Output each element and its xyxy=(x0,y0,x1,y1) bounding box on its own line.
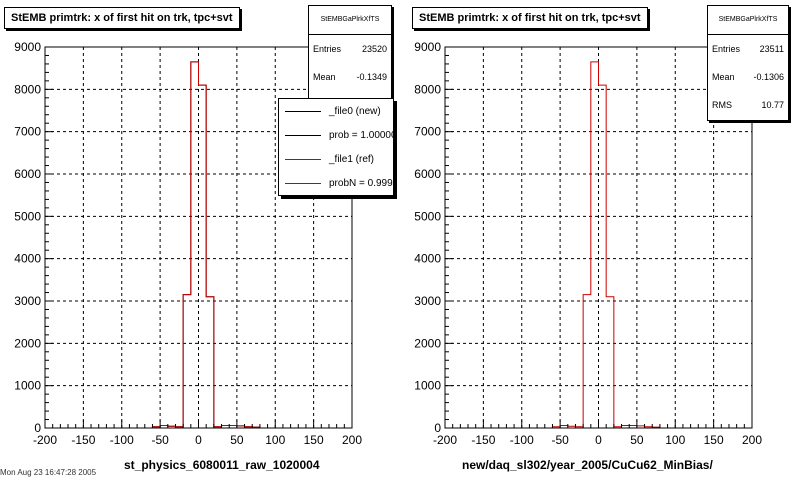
legend-entry-ref: _file1 (ref) xyxy=(279,147,393,171)
y-tick-label: 1000 xyxy=(414,379,441,393)
timestamp-footer: Mon Aug 23 16:47:28 2005 xyxy=(0,468,97,477)
y-tick-label: 9000 xyxy=(414,40,441,54)
legend-entry-prob: prob = 1.000000 xyxy=(279,123,393,147)
x-tick-label: -200 xyxy=(433,433,457,447)
x-tick-label: -50 xyxy=(551,433,569,447)
panel-1-title: StEMB primtrk: x of first hit on trk, tp… xyxy=(4,7,240,29)
stats-entries-row: Entries 23520 xyxy=(313,44,387,54)
y-tick-label: 0 xyxy=(434,421,441,435)
x-tick-label: 150 xyxy=(704,433,724,447)
x-tick-label: -50 xyxy=(151,433,169,447)
y-tick-label: 0 xyxy=(34,421,41,435)
x-tick-label: -100 xyxy=(510,433,534,447)
y-tick-label: 3000 xyxy=(414,294,441,308)
y-tick-label: 8000 xyxy=(14,82,41,96)
panel-1-legend: _file0 (new) prob = 1.000000 _file1 (ref… xyxy=(278,98,394,196)
stats-entries-row: Entries 23511 xyxy=(712,44,784,54)
stats-rms-row: RMS 10.77 xyxy=(712,100,784,110)
x-tick-label: 0 xyxy=(595,433,602,447)
legend-line-ref xyxy=(285,158,321,160)
y-tick-label: 8000 xyxy=(414,82,441,96)
stats-name: StEMBGaPlrkXfTS xyxy=(708,6,788,35)
y-tick-label: 3000 xyxy=(14,294,41,308)
legend-line-prob xyxy=(285,134,321,136)
stats-mean-row: Mean -0.1349 xyxy=(313,72,387,82)
panel-2-title: StEMB primtrk: x of first hit on trk, tp… xyxy=(412,7,648,29)
x-tick-label: -200 xyxy=(33,433,57,447)
panel-1-stats-box: StEMBGaPlrkXfTS Entries 23520 Mean -0.1349 xyxy=(308,5,392,105)
x-tick-label: 50 xyxy=(630,433,644,447)
y-tick-label: 7000 xyxy=(414,125,441,139)
legend-entry-probn: probN = 0.999441 xyxy=(279,171,393,195)
x-tick-label: 200 xyxy=(342,433,362,447)
x-tick-label: 50 xyxy=(230,433,244,447)
y-tick-label: 6000 xyxy=(14,167,41,181)
x-tick-label: -100 xyxy=(110,433,134,447)
y-tick-label: 5000 xyxy=(14,209,41,223)
stats-name: StEMBGaPlrkXfTS xyxy=(309,6,391,35)
x-tick-label: -150 xyxy=(471,433,495,447)
x-tick-label: 150 xyxy=(304,433,324,447)
x-tick-label: 100 xyxy=(265,433,285,447)
x-tick-label: 100 xyxy=(665,433,685,447)
y-tick-label: 2000 xyxy=(14,336,41,350)
y-tick-label: 4000 xyxy=(414,252,441,266)
y-tick-label: 7000 xyxy=(14,125,41,139)
legend-line-probn xyxy=(285,182,321,184)
y-tick-label: 6000 xyxy=(414,167,441,181)
legend-line-new xyxy=(285,110,321,112)
legend-entry-new: _file0 (new) xyxy=(279,99,393,123)
panel-2-stats-box: StEMBGaPlrkXfTS Entries 23511 Mean -0.1306… xyxy=(707,5,789,121)
x-tick-label: 0 xyxy=(195,433,202,447)
y-tick-label: 4000 xyxy=(14,252,41,266)
stats-mean-row: Mean -0.1306 xyxy=(712,72,784,82)
panel-2-x-title: new/daq_sl302/year_2005/CuCu62_MinBias/ xyxy=(462,458,713,472)
plot-frame xyxy=(444,46,753,429)
x-tick-label: -150 xyxy=(71,433,95,447)
y-tick-label: 2000 xyxy=(414,336,441,350)
x-tick-label: 200 xyxy=(742,433,762,447)
y-tick-label: 9000 xyxy=(14,40,41,54)
y-tick-label: 1000 xyxy=(14,379,41,393)
y-tick-label: 5000 xyxy=(414,209,441,223)
panel-1-x-title: st_physics_6080011_raw_1020004 xyxy=(124,458,320,472)
